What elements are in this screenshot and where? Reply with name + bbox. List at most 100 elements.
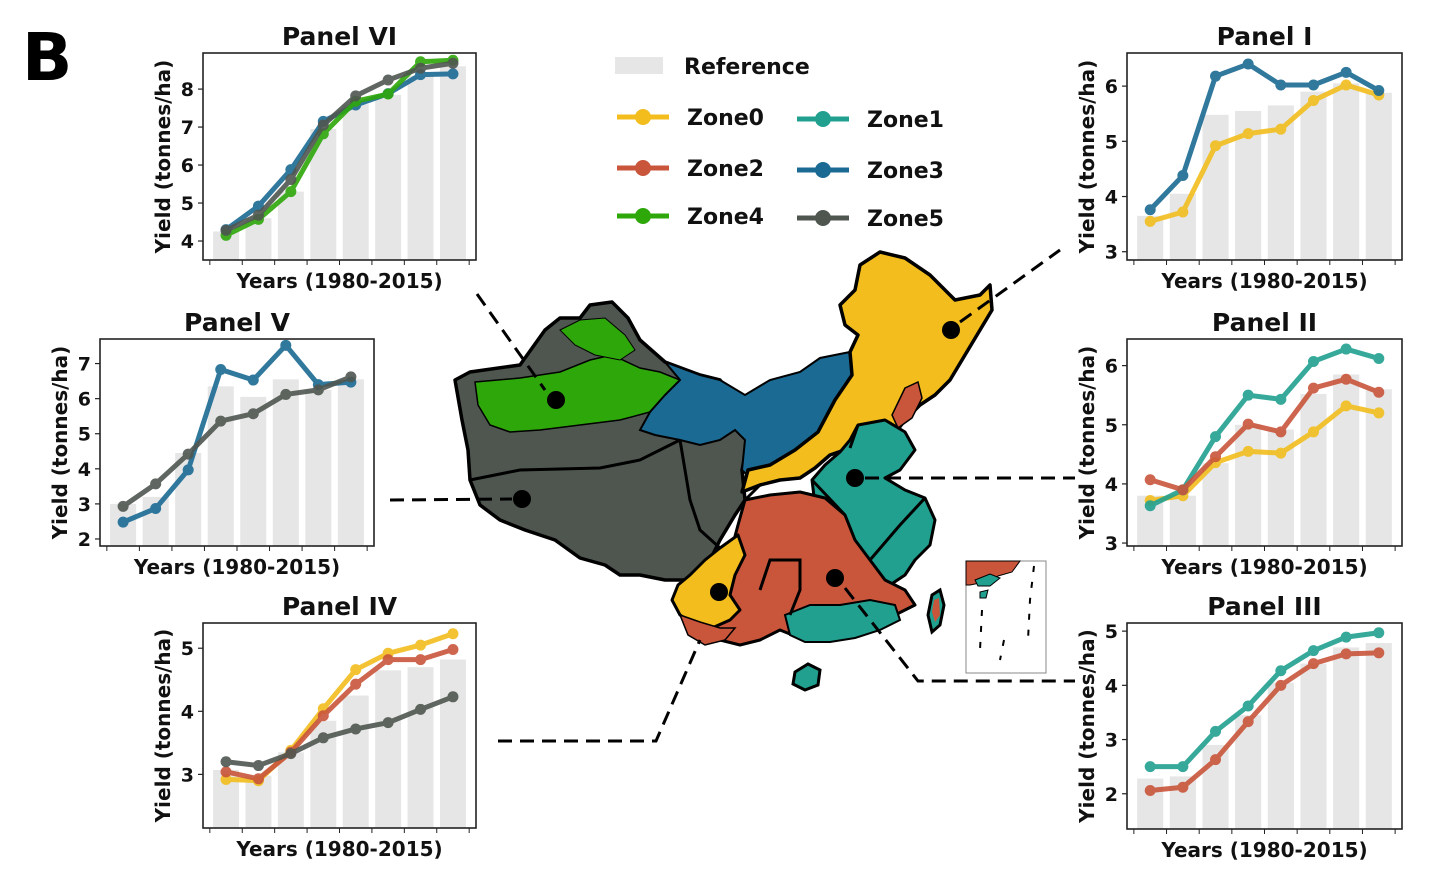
data-point	[1242, 445, 1254, 457]
panel-iii-chart: Panel III 2 3 4 5 Years (1980-2015) Yield (ton…	[1075, 592, 1403, 862]
y-axis-label: Yield (tonnes/ha)	[1075, 629, 1099, 824]
data-point	[382, 654, 394, 666]
map-marker-panel-v	[513, 490, 531, 508]
x-axis-label: Years (1980-2015)	[235, 837, 442, 861]
data-point	[1340, 631, 1352, 643]
data-point	[285, 748, 297, 760]
data-point	[1177, 781, 1189, 793]
data-point	[1144, 215, 1156, 227]
legend: Reference Zone0 Zone1 Zone2 Zone3 Zone4 Zone5	[615, 55, 944, 232]
reference-bar	[337, 379, 364, 546]
y-axis-label: Yield (tonnes/ha)	[1075, 346, 1099, 541]
data-point	[1275, 79, 1287, 91]
legend-item-zone0: Zone0	[617, 106, 764, 131]
data-point	[1373, 353, 1385, 365]
data-point	[220, 773, 232, 785]
data-point	[252, 760, 264, 772]
x-axis-label: Years (1980-2015)	[1160, 555, 1367, 579]
legend-label: Zone3	[867, 159, 944, 184]
data-point	[1275, 123, 1287, 135]
data-point	[1340, 79, 1352, 91]
data-point	[1307, 645, 1319, 657]
data-point	[215, 415, 227, 427]
data-point	[1242, 418, 1254, 430]
data-point	[1177, 761, 1189, 773]
data-point	[1340, 400, 1352, 412]
reference-bar	[342, 695, 369, 828]
data-point	[1307, 94, 1319, 106]
reference-bar	[1300, 663, 1327, 829]
panel-vi-chart: Panel VI 4 5 6 7 8 Years (1980-2015) Yield (ton…	[151, 22, 477, 293]
legend-item-zone4: Zone4	[617, 205, 764, 230]
data-point	[1177, 170, 1189, 182]
data-point	[1307, 382, 1319, 394]
data-point	[415, 703, 427, 715]
data-point	[1144, 474, 1156, 486]
connector-panel-iv	[498, 639, 702, 743]
y-tick-label: 4	[78, 459, 91, 481]
y-axis-label: Yield (tonnes/ha)	[151, 60, 175, 255]
y-tick-label: 3	[78, 494, 91, 516]
legend-label: Zone0	[687, 106, 764, 131]
map-zone4-north	[559, 317, 636, 361]
reference-bar	[1365, 92, 1392, 260]
series-line	[1149, 650, 1379, 793]
data-point	[1144, 761, 1156, 773]
data-point	[447, 68, 459, 80]
legend-item-zone3: Zone3	[797, 159, 944, 184]
reference-bar	[1235, 424, 1262, 546]
data-point	[1210, 754, 1222, 766]
data-point	[447, 628, 459, 640]
connector-panel-iii	[843, 587, 1075, 683]
map-marker-panel-iv	[710, 583, 728, 601]
y-tick-label: 3	[181, 764, 194, 786]
x-axis-label: Years (1980-2015)	[1160, 838, 1367, 862]
series-zone5	[220, 691, 459, 772]
data-point	[1340, 66, 1352, 78]
reference-bar	[1169, 193, 1196, 260]
connector-lines	[389, 248, 1075, 743]
data-point	[1242, 389, 1254, 401]
reference-bar	[1267, 682, 1294, 829]
series-line	[1150, 630, 1380, 770]
legend-marker	[815, 111, 831, 127]
connector-panel-v	[389, 497, 513, 502]
y-axis-label: Yield (tonnes/ha)	[48, 346, 72, 541]
y-axis-label: Yield (tonnes/ha)	[1075, 60, 1099, 255]
data-point	[1307, 658, 1319, 670]
data-point	[415, 654, 427, 666]
data-point	[280, 339, 292, 351]
data-point	[382, 88, 394, 100]
series-line	[1149, 376, 1380, 493]
axes-frame	[1126, 338, 1403, 547]
reference-bar	[305, 389, 332, 546]
reference-bar	[439, 66, 466, 260]
data-point	[447, 691, 459, 703]
data-point	[447, 57, 459, 69]
series-zone5	[220, 57, 459, 236]
reference-bar	[1169, 495, 1196, 546]
data-point	[1340, 373, 1352, 385]
legend-marker	[635, 109, 651, 125]
south-china-sea-inset	[965, 560, 1047, 674]
y-tick-label: 2	[78, 529, 91, 551]
data-point	[1275, 393, 1287, 405]
data-point	[1275, 679, 1287, 691]
reference-bar	[1365, 643, 1392, 829]
x-axis-label: Years (1980-2015)	[235, 269, 442, 293]
data-point	[1242, 58, 1254, 70]
reference-bar	[1300, 394, 1327, 546]
data-point	[215, 364, 227, 376]
china-zone-map	[453, 250, 1047, 692]
legend-label: Zone4	[687, 205, 764, 230]
panel-v-chart: Panel V 2 3 4 5 6 7 Years (1980-2015) Yield (ton…	[48, 308, 375, 579]
reference-bar	[1300, 91, 1327, 260]
data-point	[1373, 407, 1385, 419]
panel-iv-chart: Panel IV 3 4 5 Years (1980-2015) Yield (tonne…	[151, 592, 477, 861]
data-point	[415, 62, 427, 74]
map-marker-panel-i	[942, 321, 960, 339]
reference-bar	[272, 379, 299, 546]
legend-label: Zone2	[687, 157, 764, 182]
map-zone1-south	[783, 598, 902, 643]
legend-marker	[815, 162, 831, 178]
